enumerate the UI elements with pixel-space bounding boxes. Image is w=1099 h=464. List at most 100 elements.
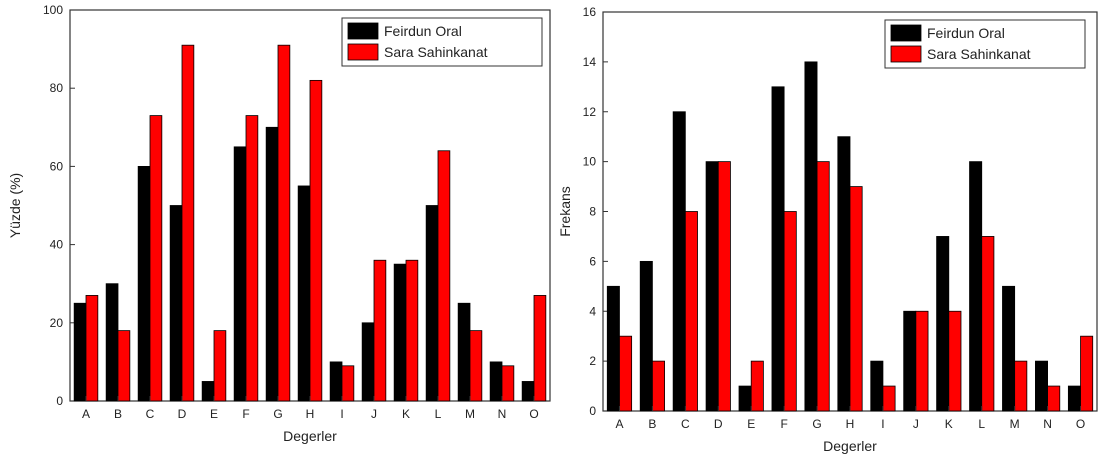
bar-series2-G [277,44,291,402]
legend-label-series2: Sara Sahinkanat [384,44,488,60]
bar-series2-C [684,211,698,412]
x-tick-label: H [846,417,855,431]
x-tick-label: D [714,417,723,431]
legend-label-series2: Sara Sahinkanat [927,46,1031,62]
bar-series2-B [652,360,665,412]
bar-series1-I [329,361,343,402]
x-tick-label: L [978,417,985,431]
legend-swatch-series1 [347,22,379,40]
x-tick-label: B [648,417,656,431]
x-tick-label: K [945,417,953,431]
y-tick-label: 12 [583,105,597,119]
y-tick-label: 10 [583,155,597,169]
legend: Feirdun Oral Sara Sahinkanat [884,19,1086,69]
bar-series1-N [1035,360,1049,412]
x-tick-label: B [114,407,122,421]
x-tick-label: N [1043,417,1052,431]
bar-series1-H [297,185,311,402]
x-tick-label: I [340,407,343,421]
bar-series2-N [501,365,515,402]
bar-series2-A [85,295,99,402]
bar-series1-I [870,360,884,412]
bar-series1-M [1002,285,1016,412]
bar-series1-G [804,61,818,412]
bar-series1-F [771,86,785,412]
x-tick-label: I [881,417,884,431]
y-axis-label: Frekans [557,186,573,237]
bar-series2-K [405,259,419,402]
bar-series2-N [1047,385,1061,412]
y-tick-label: 60 [50,159,64,173]
y-axis-label: Yüzde (%) [7,173,23,238]
bar-series2-F [783,211,797,412]
bar-series1-B [105,283,119,402]
bar-series1-A [73,302,87,402]
legend-swatch-series1 [890,24,922,42]
bar-series1-E [201,381,215,402]
x-tick-label: F [242,407,249,421]
bar-series1-C [672,111,686,412]
bar-series1-O [521,381,535,402]
y-tick-label: 8 [589,205,596,219]
bar-series2-L [437,150,451,402]
x-tick-label: J [913,417,919,431]
bar-series2-I [341,365,355,402]
y-tick-label: 14 [583,55,597,69]
bar-series1-E [738,385,752,412]
x-axis-label: Degerler [823,438,877,454]
x-tick-label: C [146,407,155,421]
legend-swatch-series2 [890,45,922,63]
bar-series1-J [903,310,917,412]
x-tick-label: J [371,407,377,421]
legend-swatch-series2 [347,43,379,61]
bar-series1-O [1067,385,1081,412]
bar-series2-O [1080,335,1094,412]
bar-series1-B [639,260,653,412]
x-tick-label: H [306,407,315,421]
bar-series2-A [619,335,633,412]
chart-percentage: 0 20 40 60 80 100 A B C D E F G H I J K L M N O Degerler Yüzde… [7,3,551,444]
x-tick-label: L [435,407,442,421]
x-tick-label: N [498,407,507,421]
bar-series1-H [837,136,851,412]
y-tick-label: 20 [50,316,64,330]
legend: Feirdun Oral Sara Sahinkanat [341,17,543,67]
x-tick-label: C [681,417,690,431]
bar-series1-F [233,146,247,402]
bar-series2-B [117,330,131,402]
bar-series2-J [373,259,387,402]
chart-frequency: 0 2 4 6 8 10 12 14 16 A B C D E F G H I J K L M N O Degerler Frek… [557,5,1098,454]
bar-series1-D [705,161,719,412]
bar-series2-H [309,79,323,402]
x-tick-label: G [812,417,821,431]
x-tick-label: D [178,407,187,421]
y-tick-label: 100 [43,3,63,17]
bar-series2-E [213,330,227,402]
y-tick-label: 0 [56,394,63,408]
x-tick-label: A [615,417,623,431]
y-tick-label: 2 [589,354,596,368]
bar-series2-K [948,310,962,412]
y-tick-label: 16 [583,5,597,19]
x-axis-label: Degerler [283,428,337,444]
bar-series1-N [489,361,503,402]
bar-series1-K [393,263,407,402]
bar-series2-D [717,161,731,412]
bar-series1-L [969,161,983,412]
x-tick-label: A [82,407,90,421]
bar-series2-M [469,330,483,402]
bar-series2-E [750,360,764,412]
x-tick-label: M [1010,417,1020,431]
y-tick-label: 80 [50,81,64,95]
x-tick-label: M [465,407,475,421]
bar-series2-J [915,310,929,412]
bar-series2-I [882,385,896,412]
x-tick-label: E [210,407,218,421]
legend-label-series1: Feirdun Oral [384,23,462,39]
bar-series2-O [533,295,547,402]
bar-series2-L [981,236,995,412]
bar-series1-K [936,236,950,412]
bar-series2-M [1014,360,1028,412]
y-tick-label: 0 [589,404,596,418]
